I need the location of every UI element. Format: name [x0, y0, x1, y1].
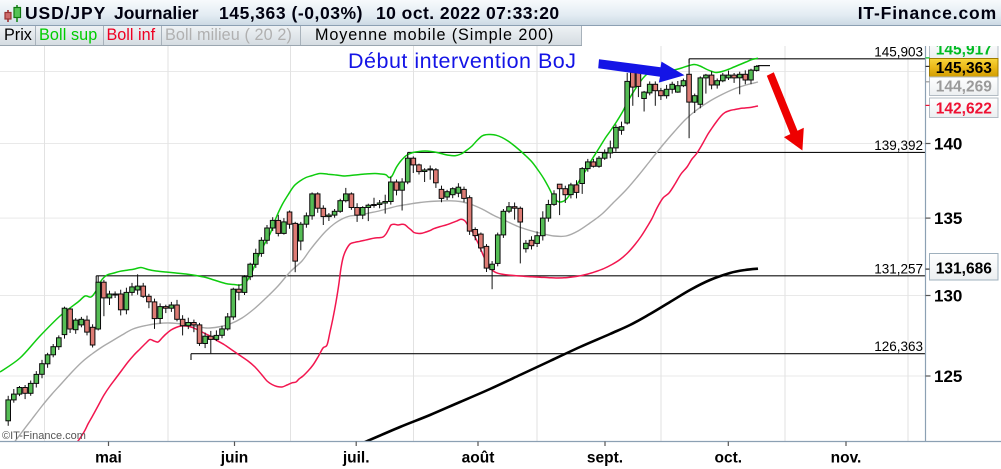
- svg-text:126,363: 126,363: [874, 339, 923, 354]
- svg-text:145,917: 145,917: [936, 46, 992, 59]
- svg-text:sept.: sept.: [587, 450, 623, 467]
- svg-text:©IT-Finance.com: ©IT-Finance.com: [2, 430, 86, 442]
- svg-text:144,269: 144,269: [936, 79, 992, 96]
- svg-text:142,622: 142,622: [936, 101, 992, 118]
- svg-text:139,392: 139,392: [874, 138, 923, 153]
- svg-text:145,363: 145,363: [936, 60, 992, 77]
- svg-text:nov.: nov.: [831, 450, 862, 467]
- svg-text:juil.: juil.: [342, 450, 370, 467]
- svg-text:Début intervention BoJ: Début intervention BoJ: [348, 49, 577, 73]
- svg-text:août: août: [462, 450, 495, 467]
- svg-text:131,257: 131,257: [874, 261, 923, 276]
- svg-text:125: 125: [934, 367, 962, 386]
- svg-text:oct.: oct.: [715, 450, 743, 467]
- svg-text:135: 135: [934, 209, 962, 228]
- svg-text:145,903: 145,903: [874, 46, 923, 59]
- svg-text:140: 140: [934, 135, 962, 154]
- svg-text:130: 130: [934, 287, 962, 306]
- svg-text:mai: mai: [95, 450, 122, 467]
- svg-text:juin: juin: [220, 450, 249, 467]
- svg-text:131,686: 131,686: [936, 261, 992, 278]
